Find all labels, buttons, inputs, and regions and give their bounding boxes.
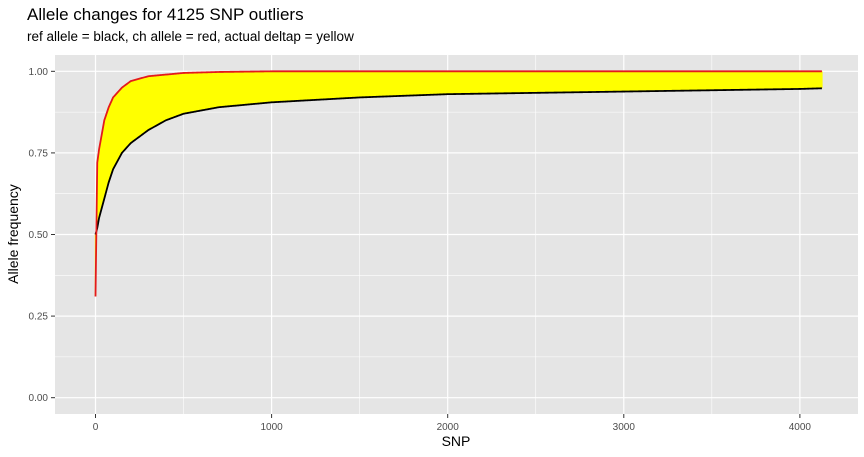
x-tick-label: 4000	[789, 422, 812, 433]
x-axis-ticks: 0 1000 2000 3000 4000	[93, 414, 812, 433]
y-tick-label: 0.25	[29, 312, 49, 323]
y-tick-label: 0.75	[29, 148, 49, 159]
x-tick-label: 1000	[260, 422, 283, 433]
chart-title: Allele changes for 4125 SNP outliers	[27, 5, 304, 24]
x-tick-label: 2000	[437, 422, 460, 433]
ch-allele-line	[94, 70, 822, 297]
y-axis-ticks: 0.00 0.25 0.50 0.75 1.00	[29, 67, 55, 404]
x-tick-label: 3000	[613, 422, 636, 433]
y-tick-label: 1.00	[29, 67, 49, 78]
x-tick-label: 0	[93, 422, 99, 433]
chart-subtitle: ref allele = black, ch allele = red, act…	[27, 29, 354, 44]
x-axis-title: SNP	[442, 433, 471, 449]
y-axis-title: Allele frequency	[5, 184, 21, 284]
series-lines	[94, 70, 822, 297]
y-tick-label: 0.00	[29, 393, 49, 404]
y-tick-label: 0.50	[29, 230, 49, 241]
ref-allele-line	[94, 87, 822, 235]
